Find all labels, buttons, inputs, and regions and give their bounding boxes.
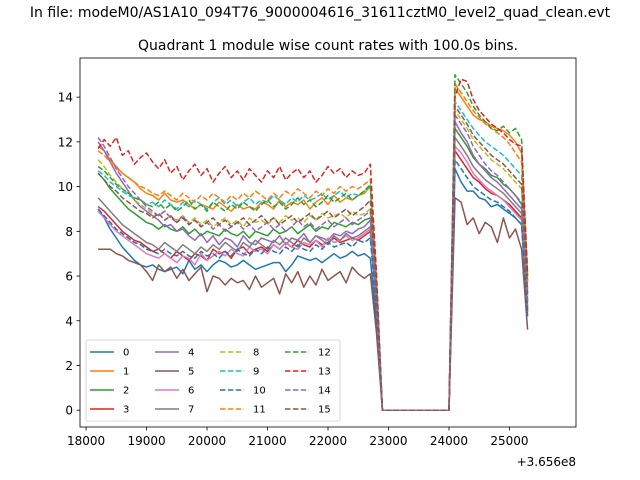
series-line-5	[98, 197, 529, 411]
plot-area	[79, 57, 577, 428]
legend-label-9: 9	[253, 367, 259, 378]
legend-label-12: 12	[318, 348, 331, 359]
y-tick-label: 8	[65, 225, 73, 239]
x-offset-label: +3.656e8	[517, 455, 576, 469]
series-line-7	[97, 136, 529, 411]
y-tick-label: 10	[58, 180, 73, 194]
legend-label-10: 10	[253, 386, 266, 397]
x-tick-label: 18000	[67, 434, 105, 448]
y-axis: 0 2 4 6 8 10 12 14	[58, 91, 80, 418]
y-tick-label: 0	[65, 404, 73, 418]
y-tick-label: 6	[65, 270, 73, 284]
series-line-13	[97, 78, 529, 411]
legend-box	[85, 339, 341, 422]
y-tick-label: 12	[58, 135, 73, 149]
x-tick-label: 24000	[430, 434, 468, 448]
legend-label-13: 13	[318, 367, 331, 378]
series-line-6	[97, 145, 529, 411]
series-line-9	[97, 100, 529, 411]
series-line-2	[97, 127, 529, 411]
figure-suptitle: In file: modeM0/AS1A10_094T76_9000004616…	[30, 5, 611, 21]
x-axis: 18000 19000 20000 21000 22000 23000 24000 25000	[67, 427, 529, 448]
legend-label-4: 4	[188, 348, 194, 359]
x-tick-label: 20000	[188, 434, 226, 448]
y-tick-label: 14	[58, 91, 73, 105]
legend-label-15: 15	[318, 405, 331, 416]
series-line-15	[97, 105, 529, 411]
y-tick-label: 4	[65, 314, 73, 328]
x-tick-label: 25000	[490, 434, 528, 448]
x-tick-label: 19000	[127, 434, 165, 448]
y-tick-label: 2	[65, 359, 73, 373]
series-line-0	[97, 167, 529, 411]
legend-label-8: 8	[253, 348, 259, 359]
chart-title: Quadrant 1 module wise count rates with …	[138, 38, 518, 54]
series-line-1	[97, 87, 529, 411]
legend-label-7: 7	[188, 405, 194, 416]
x-tick-label: 23000	[369, 434, 407, 448]
legend-label-3: 3	[123, 405, 129, 416]
legend-label-2: 2	[123, 386, 129, 397]
series-line-10	[97, 159, 529, 411]
series-lines	[97, 74, 529, 411]
legend-label-0: 0	[123, 348, 129, 359]
legend-label-14: 14	[318, 386, 331, 397]
legend-label-11: 11	[253, 405, 266, 416]
legend-label-1: 1	[123, 367, 129, 378]
legend-label-5: 5	[188, 367, 194, 378]
series-line-14	[97, 114, 529, 411]
x-tick-label: 22000	[309, 434, 347, 448]
x-tick-label: 21000	[248, 434, 286, 448]
series-line-12	[97, 74, 529, 411]
legend-label-6: 6	[188, 386, 194, 397]
series-line-11	[97, 82, 529, 411]
